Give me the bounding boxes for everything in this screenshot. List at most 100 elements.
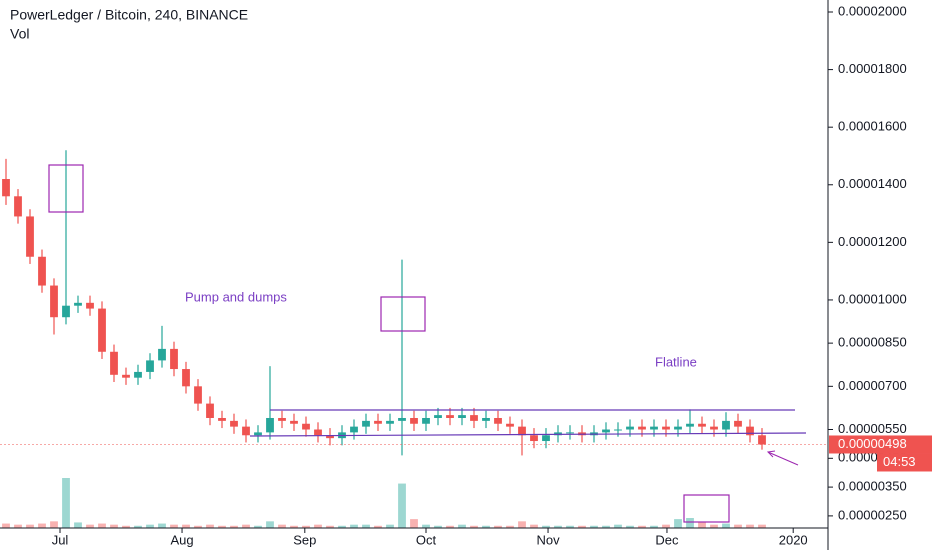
volume-bar <box>458 524 466 528</box>
countdown-box <box>877 453 932 472</box>
volume-bar <box>746 524 754 528</box>
volume-bar <box>206 524 214 528</box>
volume-bar <box>722 523 730 528</box>
candle-body <box>662 426 670 430</box>
candle-body <box>170 348 178 370</box>
candle-body <box>530 435 538 442</box>
volume-bar <box>506 525 514 528</box>
x-tick-label: 2020 <box>779 532 808 547</box>
x-tick-label: Aug <box>170 532 193 547</box>
volume-bar <box>374 525 382 528</box>
candle-body <box>734 420 742 427</box>
candle-body <box>86 302 94 309</box>
y-tick-label: 0.00001200 <box>838 234 907 249</box>
volume-bar <box>566 525 574 528</box>
volume-bar <box>398 483 406 528</box>
volume-bar <box>470 525 478 528</box>
volume-bar <box>614 524 622 528</box>
candle-body <box>686 423 694 427</box>
chart-title: PowerLedger / Bitcoin, 240, BINANCE <box>10 7 248 23</box>
candle-body <box>470 415 478 421</box>
y-tick-label: 0.00001600 <box>838 119 907 134</box>
volume-bar <box>662 524 670 528</box>
highlight-box <box>48 164 84 213</box>
candle-body <box>158 348 166 361</box>
volume-bar <box>158 523 166 528</box>
candle-body <box>398 417 406 421</box>
highlight-box <box>683 494 730 523</box>
candle-body <box>506 423 514 427</box>
volume-bar <box>710 524 718 528</box>
candle-body <box>518 426 526 436</box>
last-price-box <box>829 435 932 454</box>
candle-body <box>614 429 622 431</box>
volume-bar <box>698 522 706 528</box>
annotation: Pump and dumps <box>185 289 287 304</box>
volume-bar <box>134 525 142 528</box>
volume-bar <box>482 525 490 528</box>
candle-body <box>410 417 418 424</box>
volume-bar <box>230 525 238 528</box>
trend-line <box>249 432 807 437</box>
y-tick-label: 0.00000550 <box>838 421 907 436</box>
y-tick-label: 0.00002000 <box>838 3 907 18</box>
volume-bar <box>2 523 10 528</box>
volume-bar <box>254 525 262 528</box>
candle-body <box>758 435 766 445</box>
volume-bar <box>686 518 694 528</box>
volume-bar <box>278 524 286 528</box>
volume-bar <box>422 524 430 528</box>
candle-body <box>74 302 82 306</box>
volume-bar <box>98 523 106 528</box>
y-tick-label: 0.00000700 <box>838 378 907 393</box>
candle-body <box>26 216 34 257</box>
candle-body <box>62 305 70 318</box>
volume-bar <box>578 525 586 528</box>
volume-bar <box>146 524 154 528</box>
volume-bar <box>638 525 646 528</box>
volume-bar <box>446 525 454 528</box>
volume-bar <box>290 525 298 528</box>
candle-body <box>254 432 262 436</box>
volume-bar <box>38 523 46 528</box>
volume-bar <box>386 524 394 528</box>
candle-body <box>302 423 310 430</box>
volume-bar <box>326 525 334 528</box>
candle-body <box>14 196 22 217</box>
candle-body <box>218 417 226 421</box>
candle-body <box>350 426 358 433</box>
candle-body <box>326 435 334 439</box>
candle-body <box>674 426 682 430</box>
volume-bar <box>218 525 226 528</box>
volume-bar <box>590 525 598 528</box>
candle-body <box>206 403 214 418</box>
candle-body <box>638 426 646 430</box>
volume-bar <box>50 521 58 528</box>
candle-body <box>50 285 58 318</box>
candle-body <box>122 374 130 378</box>
volume-bar <box>350 524 358 528</box>
y-tick-label: 0.00001800 <box>838 61 907 76</box>
y-tick-label: 0.00000350 <box>838 479 907 494</box>
candle-body <box>722 420 730 430</box>
volume-bar <box>494 525 502 528</box>
volume-bar <box>86 524 94 528</box>
volume-bar <box>122 525 130 528</box>
candle-body <box>290 420 298 424</box>
x-tick-label: Nov <box>536 532 560 547</box>
candle-body <box>746 426 754 436</box>
candle-body <box>134 371 142 378</box>
axis-labels: 0.00002000 0.00001800 0.00001600 0.00001400… <box>52 3 932 547</box>
candle-body <box>374 420 382 424</box>
candle-body <box>98 308 106 352</box>
volume-bar <box>170 524 178 528</box>
volume-bar <box>74 522 82 528</box>
volume-bar <box>530 524 538 528</box>
candle-body <box>446 415 454 418</box>
volume-bar <box>62 478 70 528</box>
arrow-head <box>766 450 776 458</box>
candle-body <box>266 417 274 433</box>
volume-bar <box>302 525 310 528</box>
volume-bar <box>734 524 742 528</box>
